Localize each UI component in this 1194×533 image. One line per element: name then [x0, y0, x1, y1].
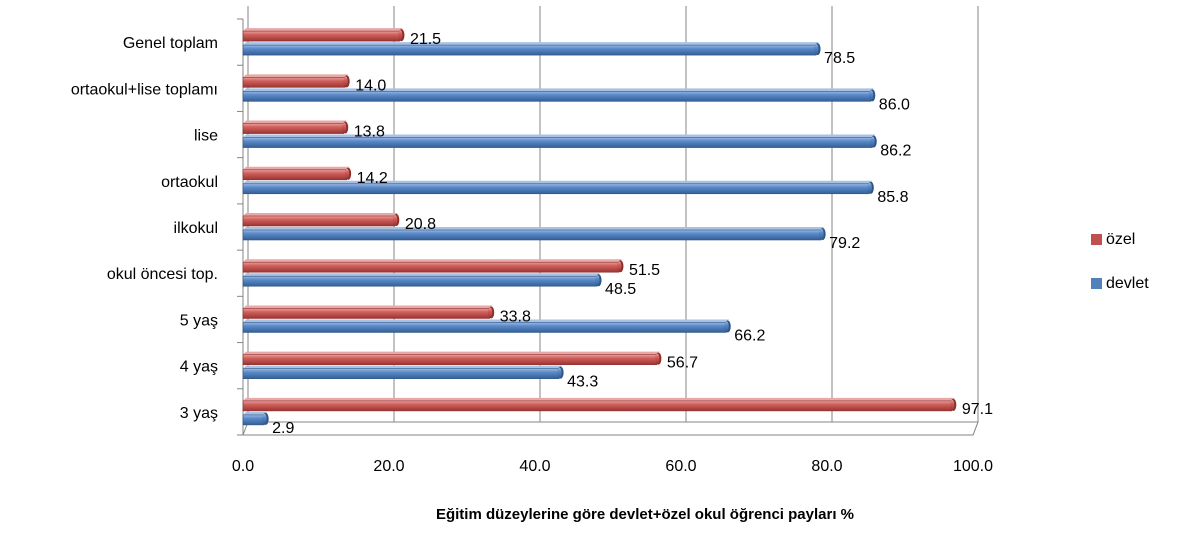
value-label: 97.1: [962, 401, 993, 418]
x-tick-label: 0.0: [232, 458, 254, 475]
floor-plane: [242, 421, 979, 436]
bar-ozel: [242, 28, 405, 42]
x-tick-label: 40.0: [519, 458, 550, 475]
x-tick-label: 80.0: [811, 458, 842, 475]
bar-devlet: [242, 180, 874, 195]
category-label: ortaokul: [161, 174, 218, 191]
bars: [242, 28, 957, 426]
x-tick-label: 100.0: [953, 458, 993, 475]
legend-label: devlet: [1106, 275, 1149, 292]
value-label: 2.9: [272, 420, 294, 437]
category-label: ilkokul: [174, 220, 218, 237]
legend-item-devlet: devlet: [1091, 275, 1149, 292]
value-label: 78.5: [824, 50, 855, 67]
value-label: 14.0: [355, 77, 386, 94]
value-label: 86.2: [880, 143, 911, 160]
chart-title: Eğitim düzeylerine göre devlet+özel okul…: [436, 506, 854, 523]
bar-devlet: [242, 227, 826, 241]
bar-devlet: [242, 273, 602, 287]
value-label: 66.2: [734, 327, 765, 344]
bar-ozel: [242, 166, 352, 181]
x-tick-label: 20.0: [373, 458, 404, 475]
value-label: 85.8: [877, 189, 908, 206]
bar-devlet: [242, 319, 731, 333]
bar-ozel: [242, 305, 495, 319]
x-tick-label: 60.0: [665, 458, 696, 475]
value-label: 56.7: [667, 355, 698, 372]
bar-devlet: [242, 134, 877, 148]
category-label: okul öncesi top.: [107, 266, 218, 283]
category-label: 3 yaş: [180, 405, 218, 422]
category-label: 5 yaş: [180, 312, 218, 329]
category-label: Genel toplam: [123, 35, 218, 52]
bar-devlet: [242, 88, 876, 102]
value-label: 51.5: [629, 262, 660, 279]
value-label: 86.0: [879, 96, 910, 113]
value-label: 43.3: [567, 374, 598, 391]
category-label: 4 yaş: [180, 359, 218, 376]
bar-ozel: [242, 120, 349, 134]
value-labels: 97.1 2.9 56.7 43.3 33.8 66.2 51.5 48.5 20.8 79.2 1…: [272, 31, 993, 437]
legend-label: özel: [1106, 231, 1135, 248]
value-label: 13.8: [354, 124, 385, 141]
bar-ozel: [242, 74, 350, 88]
value-label: 48.5: [605, 281, 636, 298]
bar-devlet: [242, 411, 269, 426]
value-label: 14.2: [357, 170, 388, 187]
value-label: 20.8: [405, 216, 436, 233]
bar-devlet: [242, 365, 564, 379]
bar-ozel: [242, 397, 957, 412]
legend-item-ozel: özel: [1091, 231, 1135, 248]
legend-swatch: [1091, 234, 1102, 245]
value-label: 79.2: [829, 235, 860, 252]
value-label: 33.8: [500, 308, 531, 325]
legend-swatch: [1091, 278, 1102, 289]
bar-devlet: [242, 42, 821, 56]
value-label: 21.5: [410, 31, 441, 48]
bar-ozel: [242, 351, 662, 365]
bar-ozel: [242, 213, 400, 227]
category-label: ortaokul+lise toplamı: [71, 81, 218, 98]
legend: özel devlet: [1091, 231, 1149, 292]
bar-ozel: [242, 259, 624, 273]
category-label: lise: [194, 128, 218, 145]
